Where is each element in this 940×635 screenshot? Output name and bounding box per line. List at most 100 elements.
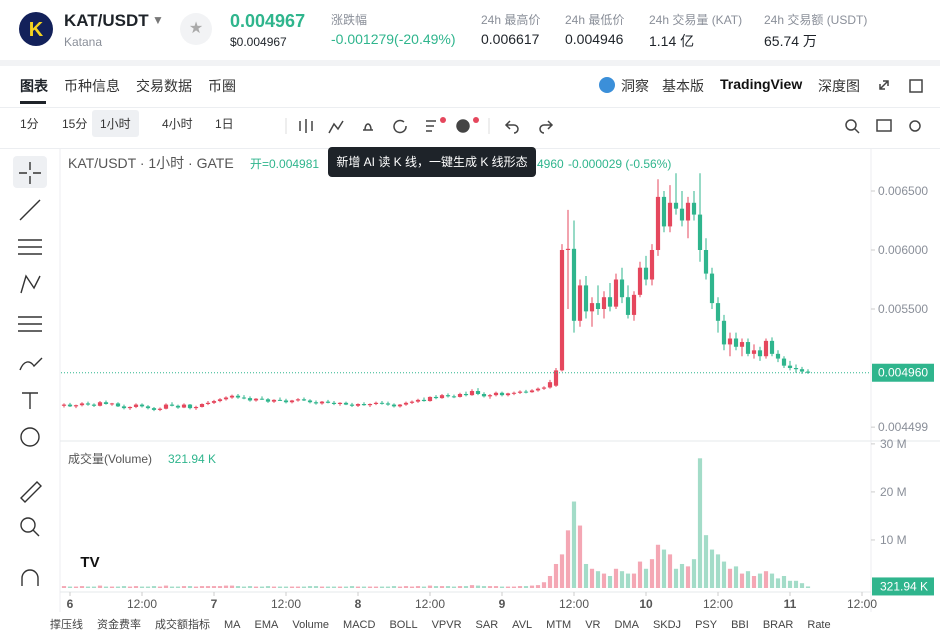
candle-body [289, 400, 295, 403]
candle-body [667, 202, 673, 227]
interval[interactable]: 1日 [215, 117, 234, 131]
candle-body [517, 391, 523, 393]
indicator-icon[interactable] [328, 120, 344, 134]
brush-tool[interactable] [19, 357, 43, 371]
interval[interactable]: 1分 [20, 117, 39, 131]
add-icon[interactable] [456, 119, 470, 133]
indicator[interactable]: BBI [731, 619, 749, 631]
candle-body [115, 403, 121, 407]
stat-value: 0.006617 [481, 31, 540, 47]
volume-bar [439, 586, 445, 588]
volume-bar [367, 586, 373, 588]
ruler-tool[interactable] [20, 481, 42, 503]
volume-bar [787, 580, 793, 588]
volume-bar [781, 575, 787, 588]
fib-tool[interactable] [18, 239, 42, 255]
symbol-dropdown[interactable]: ▼ [152, 13, 164, 27]
indicator[interactable]: VR [585, 619, 600, 631]
candle-body [787, 365, 793, 369]
candle-body [703, 250, 709, 274]
indicator[interactable]: SAR [476, 619, 499, 631]
candle-icon[interactable] [299, 119, 313, 133]
stat-value: 65.74 万 [764, 33, 817, 49]
alert-icon[interactable] [363, 123, 373, 131]
replay-icon[interactable] [393, 119, 407, 134]
candle-body [781, 358, 787, 366]
candle-body [661, 196, 667, 227]
magnet-tool[interactable] [21, 569, 39, 586]
view-option[interactable]: 深度图 [818, 78, 860, 94]
interval[interactable]: 1小时 [92, 110, 139, 137]
volume-bar [331, 586, 337, 588]
interval[interactable]: 4小时 [162, 117, 193, 131]
indicator[interactable]: 成交额指标 [155, 617, 210, 631]
redo-icon[interactable] [539, 120, 554, 134]
candle-body [505, 393, 511, 396]
indicator[interactable]: MTM [546, 619, 571, 631]
indicator[interactable]: VPVR [432, 619, 462, 631]
candle-body [469, 391, 475, 396]
indicator[interactable]: Rate [807, 619, 830, 631]
favorite[interactable]: ★ [180, 13, 212, 45]
candle-body [361, 404, 367, 406]
tab[interactable]: 币圈 [208, 78, 236, 94]
line-tool[interactable] [19, 199, 41, 221]
candle-body [733, 338, 739, 347]
volume-bar [613, 568, 619, 588]
indicator[interactable]: 撑压线 [50, 617, 83, 631]
camera-icon[interactable] [876, 119, 892, 132]
view-option[interactable]: 基本版 [662, 78, 704, 94]
indicator[interactable]: MACD [343, 619, 375, 631]
view-option[interactable]: 洞察 [621, 78, 649, 94]
indicator[interactable]: MA [224, 619, 241, 631]
volume-bar [733, 566, 739, 588]
text-tool[interactable] [22, 392, 38, 409]
undo-icon[interactable] [504, 120, 519, 134]
indicator[interactable]: BRAR [763, 619, 794, 631]
candle-body [625, 297, 631, 315]
indicator[interactable]: PSY [695, 619, 718, 631]
candle-body [217, 399, 223, 402]
candle-body [139, 404, 145, 407]
volume-bar [157, 586, 163, 588]
interval[interactable]: 15分 [62, 117, 88, 131]
template-icon[interactable] [426, 120, 436, 132]
price-tick-label: 0.004499 [878, 420, 928, 434]
candle-body [511, 392, 517, 394]
candle-body [247, 398, 253, 401]
candle-body [109, 403, 115, 405]
indicator[interactable]: EMA [255, 619, 280, 631]
indicator[interactable]: DMA [614, 619, 639, 631]
marks: 0.006500 0.006000 0.005500 0.004499 30 M 20 M… [61, 173, 934, 611]
indicator[interactable]: 资金费率 [97, 617, 141, 631]
candle-body [301, 399, 307, 401]
emoji-tool[interactable] [20, 427, 40, 447]
volume-tick-label: 10 M [880, 533, 907, 547]
zoom-tool[interactable] [20, 517, 36, 533]
pattern-tool[interactable] [20, 274, 41, 294]
volume-bar [313, 586, 319, 588]
volume-bar [715, 554, 721, 588]
candle-body [211, 401, 217, 403]
legend-open: 开=0.004981 [250, 157, 319, 171]
settings-icon[interactable] [909, 120, 921, 132]
search-icon[interactable] [845, 119, 857, 131]
indicator[interactable]: AVL [512, 619, 532, 631]
crosshair-tool[interactable] [19, 162, 41, 184]
tab[interactable]: 交易数据 [136, 78, 192, 94]
channel-tool[interactable] [18, 316, 42, 332]
indicator[interactable]: SKDJ [653, 619, 681, 631]
view-option[interactable]: TradingView [720, 76, 803, 92]
candle-body [433, 396, 439, 399]
window-icon[interactable] [909, 79, 923, 93]
badge [440, 117, 446, 123]
indicator[interactable]: Volume [292, 619, 329, 631]
tab[interactable]: 币种信息 [64, 78, 120, 94]
candle-body [655, 196, 661, 250]
tab[interactable]: 图表 [20, 78, 48, 94]
expand-icon[interactable] [879, 80, 889, 90]
volume-bar [457, 586, 463, 588]
indicator[interactable]: BOLL [389, 619, 417, 631]
candle-body [205, 402, 211, 405]
